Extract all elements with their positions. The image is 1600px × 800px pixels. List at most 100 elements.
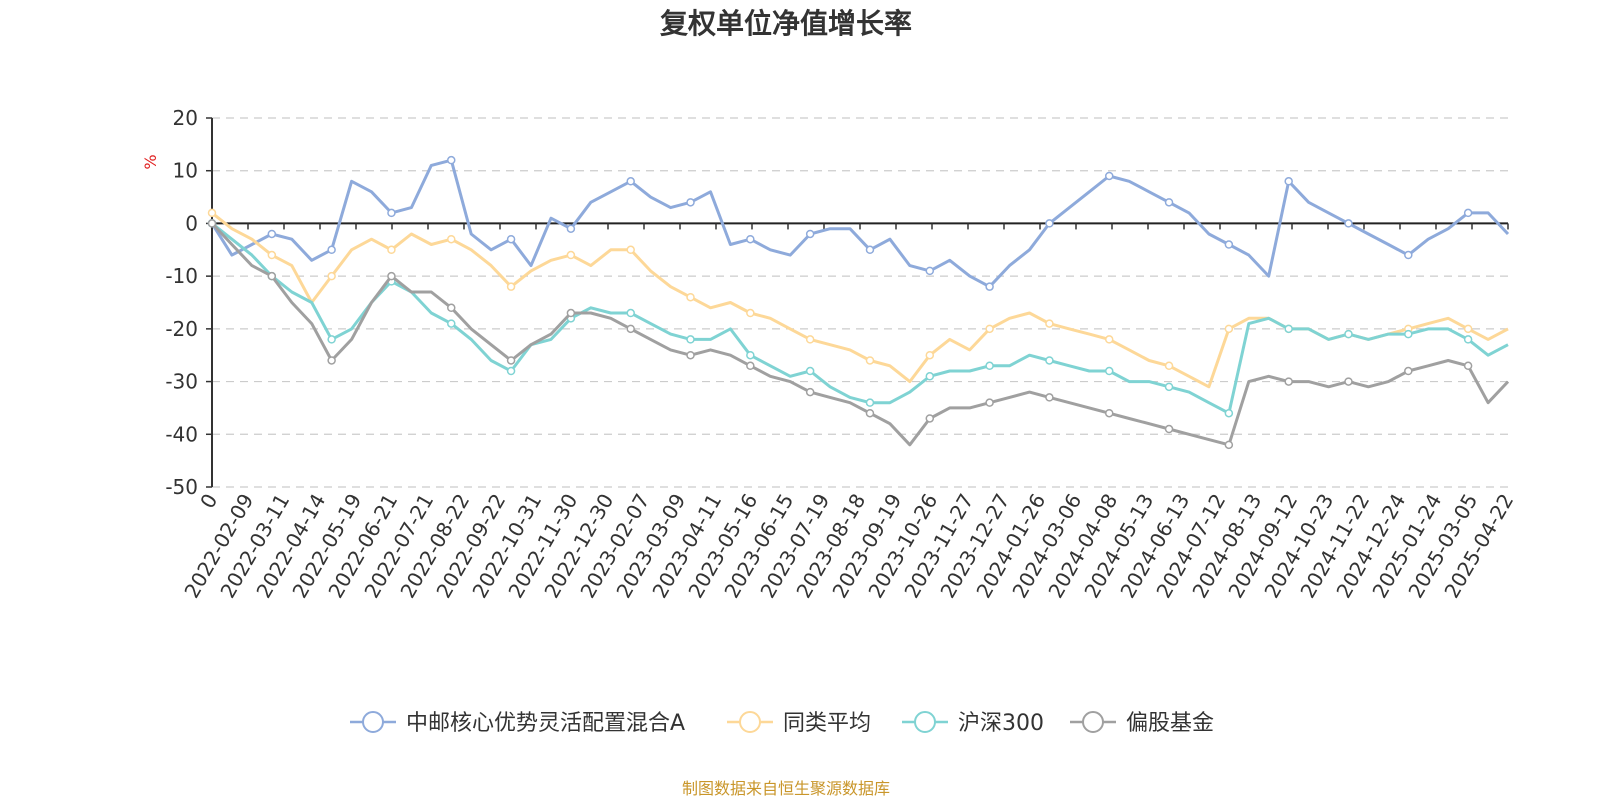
- data-point: [1045, 393, 1054, 402]
- data-point: [1164, 361, 1174, 371]
- data-point: [1224, 440, 1234, 450]
- data-point: [1344, 329, 1353, 339]
- y-tick-label: -10: [165, 264, 198, 288]
- data-point: [746, 350, 755, 360]
- legend[interactable]: 中邮核心优势灵活配置混合A 同类平均 沪深300 偏股基金: [350, 711, 1214, 736]
- data-point: [805, 387, 815, 397]
- legend-marker: [362, 711, 384, 733]
- source-note: 制图数据来自恒生聚源数据库: [682, 779, 890, 798]
- legend-marker: [739, 711, 761, 733]
- data-point: [1224, 240, 1234, 249]
- data-point: [1284, 324, 1293, 334]
- y-tick-label: -50: [165, 475, 198, 499]
- series-3: [207, 219, 1510, 450]
- data-point: [267, 229, 277, 239]
- legend-marker: [1082, 711, 1104, 733]
- legend-label: 同类平均: [783, 711, 871, 736]
- grid-lines: [212, 117, 1508, 488]
- data-point: [746, 361, 755, 371]
- data-point: [327, 245, 336, 255]
- data-point: [566, 224, 576, 233]
- data-point: [805, 366, 815, 376]
- data-point: [1164, 382, 1174, 392]
- data-point: [686, 335, 695, 344]
- data-point: [1404, 366, 1413, 376]
- series-2: [207, 219, 1509, 418]
- legend-label: 沪深300: [958, 711, 1044, 736]
- data-point: [1463, 208, 1473, 218]
- data-point: [1224, 324, 1234, 334]
- data-point: [506, 356, 516, 365]
- data-point: [865, 398, 875, 407]
- data-point: [686, 198, 695, 207]
- data-point: [626, 245, 635, 255]
- axes: [206, 117, 1509, 488]
- y-axis-ticks: 20 10 0 -10 -20 -30 -40 -50: [165, 106, 198, 499]
- series-line: [210, 158, 1510, 289]
- data-point: [506, 366, 516, 376]
- data-point: [925, 372, 935, 381]
- x-axis-ticks: 02022-02-092022-03-112022-04-142022-05-1…: [179, 490, 1518, 603]
- data-point: [207, 208, 217, 218]
- data-point: [566, 308, 576, 318]
- data-point: [805, 335, 815, 344]
- series-line: [211, 222, 1509, 415]
- data-point: [985, 361, 994, 371]
- data-point: [686, 292, 695, 302]
- data-point: [1284, 377, 1293, 386]
- data-point: [387, 208, 396, 218]
- data-point: [1224, 408, 1234, 418]
- data-point: [985, 282, 994, 291]
- y-axis-label: %: [141, 154, 160, 169]
- data-point: [1404, 250, 1413, 260]
- series-0: [207, 155, 1510, 291]
- data-point: [1463, 324, 1473, 334]
- legend-item-1[interactable]: 同类平均: [727, 711, 871, 736]
- data-point: [865, 245, 875, 255]
- legend-item-3[interactable]: 偏股基金: [1070, 711, 1214, 736]
- data-point: [506, 234, 516, 244]
- data-point: [626, 324, 635, 334]
- data-point: [985, 324, 994, 334]
- x-tick-label: 0: [195, 490, 222, 513]
- data-point: [1344, 219, 1353, 228]
- data-point: [566, 250, 576, 260]
- data-point: [1404, 329, 1413, 339]
- y-tick-label: -30: [165, 370, 198, 394]
- legend-item-2[interactable]: 沪深300: [902, 711, 1044, 736]
- data-point: [447, 319, 456, 328]
- data-point: [447, 234, 456, 244]
- data-point: [267, 250, 277, 260]
- data-point: [447, 155, 456, 165]
- series-line: [210, 222, 1510, 447]
- y-tick-label: -20: [165, 317, 198, 341]
- y-tick-label: 20: [173, 106, 198, 130]
- legend-marker: [914, 711, 936, 733]
- data-point: [1344, 377, 1353, 386]
- data-point: [387, 245, 396, 255]
- legend-label: 偏股基金: [1126, 711, 1214, 736]
- data-point: [327, 271, 336, 281]
- data-point: [1463, 335, 1473, 344]
- data-point: [1284, 177, 1293, 186]
- data-point: [1104, 366, 1114, 376]
- data-point: [387, 271, 396, 281]
- data-point: [207, 219, 217, 228]
- y-tick-label: -40: [165, 422, 198, 446]
- data-point: [746, 234, 755, 244]
- data-point: [1463, 361, 1473, 371]
- data-point: [805, 229, 815, 239]
- y-tick-label: 0: [185, 211, 198, 235]
- legend-item-0[interactable]: 中邮核心优势灵活配置混合A: [350, 711, 685, 736]
- data-point: [1164, 198, 1174, 207]
- data-point: [327, 356, 336, 365]
- data-point: [1045, 219, 1054, 228]
- data-point: [1104, 171, 1114, 181]
- legend-label: 中邮核心优势灵活配置混合A: [406, 711, 685, 736]
- data-point: [925, 414, 935, 423]
- data-point: [447, 303, 456, 313]
- chart-title: 复权单位净值增长率: [660, 7, 912, 40]
- data-point: [506, 282, 516, 291]
- data-point: [1045, 319, 1054, 328]
